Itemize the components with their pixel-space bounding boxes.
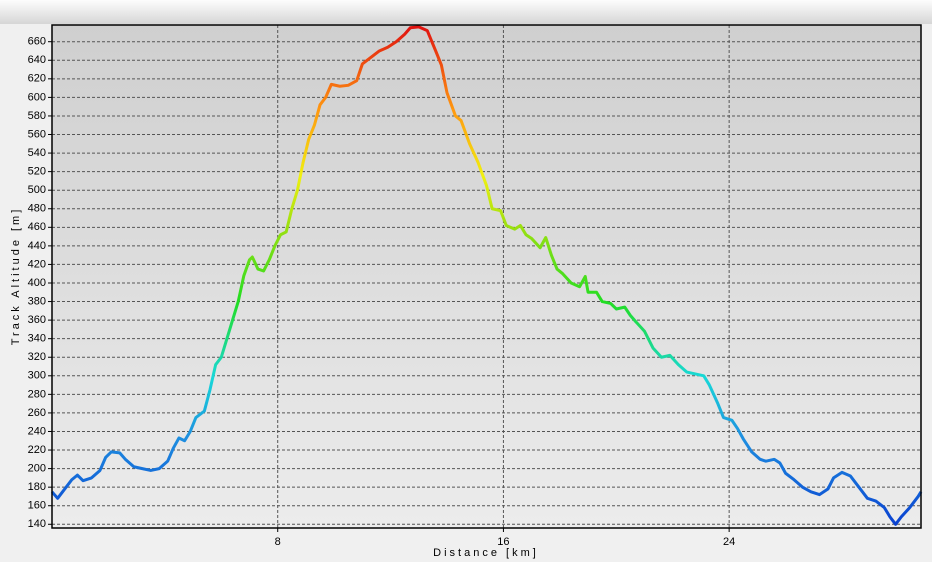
y-tick-label: 580 bbox=[28, 110, 46, 122]
y-tick-label: 480 bbox=[28, 203, 46, 215]
y-tick-label: 140 bbox=[28, 518, 46, 530]
x-tick-label: 24 bbox=[723, 536, 735, 548]
x-tick-label: 8 bbox=[275, 536, 281, 548]
y-tick-label: 240 bbox=[28, 425, 46, 437]
y-tick-label: 620 bbox=[28, 73, 46, 85]
chart-layer: 140 160 180 200 220 240 260 280 300 320 340 360 380 4… bbox=[28, 25, 923, 548]
y-tick-label: 500 bbox=[28, 184, 46, 196]
y-tick-label: 420 bbox=[28, 258, 46, 270]
plot-frame bbox=[51, 24, 922, 529]
y-tick-label: 220 bbox=[28, 444, 46, 456]
y-tick-label: 260 bbox=[28, 407, 46, 419]
altitude-line bbox=[50, 25, 923, 526]
y-tick-label: 200 bbox=[28, 463, 46, 475]
y-tick-label: 300 bbox=[28, 370, 46, 382]
x-axis-label: Distance [km] bbox=[433, 547, 539, 559]
y-tick-label: 660 bbox=[28, 36, 46, 48]
y-tick-label: 520 bbox=[28, 166, 46, 178]
y-tick-label: 440 bbox=[28, 240, 46, 252]
header-bar bbox=[0, 0, 932, 24]
y-tick-label: 640 bbox=[28, 54, 46, 66]
y-tick-label: 560 bbox=[28, 128, 46, 140]
y-tick-label: 540 bbox=[28, 147, 46, 159]
x-tick-label: 16 bbox=[497, 536, 509, 548]
y-tick-label: 380 bbox=[28, 295, 46, 307]
y-tick-label: 320 bbox=[28, 351, 46, 363]
y-tick-label: 360 bbox=[28, 314, 46, 326]
y-tick-label: 280 bbox=[28, 388, 46, 400]
y-tick-label: 460 bbox=[28, 221, 46, 233]
y-tick-label: 160 bbox=[28, 500, 46, 512]
plot-area bbox=[52, 25, 921, 528]
y-tick-label: 600 bbox=[28, 91, 46, 103]
y-tick-label: 340 bbox=[28, 333, 46, 345]
y-tick-label: 180 bbox=[28, 481, 46, 493]
y-tick-label: 400 bbox=[28, 277, 46, 289]
y-axis-label: Track Altitude [m] bbox=[10, 207, 22, 346]
